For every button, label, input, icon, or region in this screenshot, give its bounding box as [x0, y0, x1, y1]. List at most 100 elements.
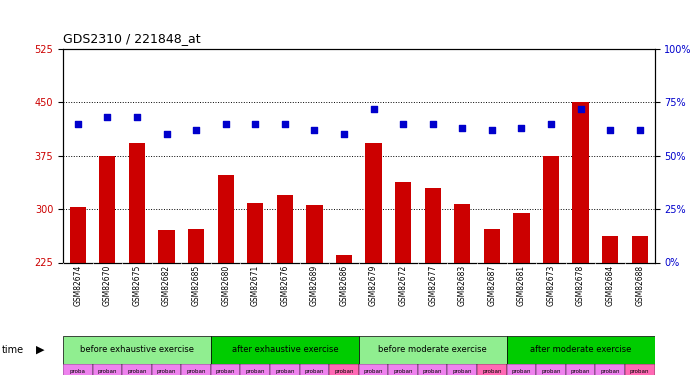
Bar — [300, 364, 329, 375]
Text: before exhaustive exercise: before exhaustive exercise — [80, 345, 194, 354]
Text: GSM82672: GSM82672 — [398, 265, 407, 306]
Point — [161, 131, 172, 137]
Text: proban: proban — [452, 369, 472, 374]
Text: GDS2310 / 221848_at: GDS2310 / 221848_at — [63, 32, 201, 45]
Bar — [513, 213, 529, 262]
Point — [220, 120, 231, 126]
Bar — [631, 236, 648, 262]
Text: GSM82679: GSM82679 — [369, 265, 378, 306]
Text: proban: proban — [97, 369, 117, 374]
Bar — [122, 364, 152, 375]
Text: proban: proban — [512, 369, 531, 374]
Text: time: time — [1, 345, 24, 355]
Text: proban: proban — [127, 369, 147, 374]
Point — [634, 127, 645, 133]
Bar — [336, 255, 352, 262]
Bar — [358, 364, 389, 375]
Text: GSM82677: GSM82677 — [428, 265, 438, 306]
Bar — [329, 364, 358, 375]
Bar — [70, 207, 86, 262]
Bar — [270, 364, 300, 375]
Bar — [418, 364, 447, 375]
Bar — [307, 206, 323, 262]
Bar — [566, 364, 596, 375]
Text: proban: proban — [334, 369, 354, 374]
Point — [309, 127, 320, 133]
Text: GSM82687: GSM82687 — [487, 265, 496, 306]
Text: GSM82676: GSM82676 — [280, 265, 289, 306]
Bar — [99, 156, 116, 262]
Text: GSM82674: GSM82674 — [74, 265, 83, 306]
Bar — [454, 204, 470, 262]
Point — [427, 120, 438, 126]
Text: GSM82675: GSM82675 — [132, 265, 141, 306]
Text: proban: proban — [186, 369, 206, 374]
Text: GSM82684: GSM82684 — [606, 265, 615, 306]
Bar — [602, 236, 618, 262]
Text: proban: proban — [246, 369, 265, 374]
Bar — [395, 182, 411, 262]
Text: GSM82671: GSM82671 — [251, 265, 260, 306]
Bar — [625, 364, 654, 375]
Text: before moderate exercise: before moderate exercise — [378, 345, 487, 354]
Point — [279, 120, 290, 126]
Bar — [477, 364, 507, 375]
Point — [72, 120, 83, 126]
Text: GSM82688: GSM82688 — [635, 265, 644, 306]
Bar — [211, 364, 241, 375]
Point — [338, 131, 349, 137]
Bar — [188, 229, 204, 262]
Bar — [425, 188, 441, 262]
Text: proban: proban — [275, 369, 295, 374]
Point — [132, 114, 143, 120]
Text: proba: proba — [70, 369, 86, 374]
Point — [190, 127, 202, 133]
Text: proban: proban — [393, 369, 413, 374]
Point — [486, 127, 498, 133]
Bar — [507, 364, 536, 375]
Text: GSM82678: GSM82678 — [576, 265, 585, 306]
Bar — [543, 156, 559, 262]
Point — [368, 106, 379, 112]
Text: proban: proban — [304, 369, 324, 374]
Bar — [447, 364, 477, 375]
Bar — [389, 364, 418, 375]
Text: proban: proban — [630, 369, 650, 374]
Bar — [365, 143, 382, 262]
Point — [398, 120, 409, 126]
Bar — [276, 195, 293, 262]
Bar — [152, 364, 181, 375]
Text: GSM82689: GSM82689 — [310, 265, 319, 306]
Text: GSM82680: GSM82680 — [221, 265, 230, 306]
Text: proban: proban — [364, 369, 384, 374]
Text: proban: proban — [570, 369, 590, 374]
Bar — [92, 364, 122, 375]
Bar — [507, 336, 654, 364]
Point — [545, 120, 557, 126]
Bar — [218, 175, 234, 262]
Text: proban: proban — [541, 369, 561, 374]
Bar — [536, 364, 566, 375]
Point — [456, 125, 468, 131]
Text: proban: proban — [601, 369, 620, 374]
Bar — [181, 364, 211, 375]
Text: ▶: ▶ — [36, 345, 45, 355]
Text: GSM82681: GSM82681 — [517, 265, 526, 306]
Bar — [573, 102, 589, 262]
Text: GSM82673: GSM82673 — [547, 265, 556, 306]
Text: GSM82686: GSM82686 — [340, 265, 349, 306]
Text: proban: proban — [423, 369, 442, 374]
Bar — [358, 336, 507, 364]
Bar — [63, 364, 92, 375]
Text: GSM82685: GSM82685 — [192, 265, 201, 306]
Text: proban: proban — [157, 369, 176, 374]
Bar — [211, 336, 358, 364]
Text: proban: proban — [216, 369, 235, 374]
Bar — [63, 336, 211, 364]
Point — [575, 106, 586, 112]
Bar — [595, 364, 625, 375]
Text: proban: proban — [482, 369, 502, 374]
Text: GSM82670: GSM82670 — [103, 265, 112, 306]
Text: after moderate exercise: after moderate exercise — [530, 345, 631, 354]
Bar — [129, 143, 145, 262]
